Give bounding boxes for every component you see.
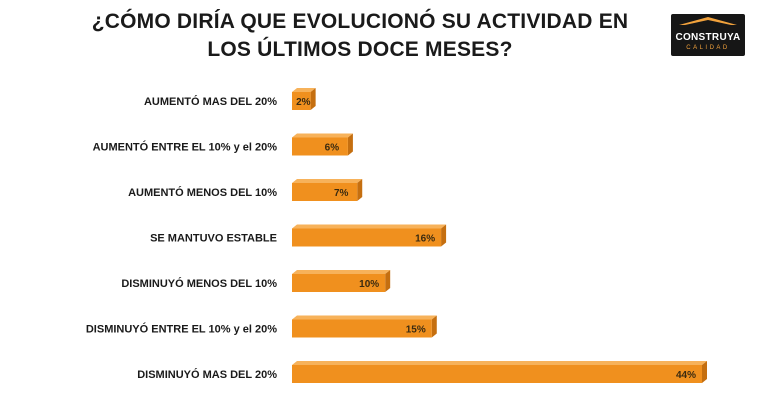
construya-logo: CONSTRUYA CALIDAD: [671, 14, 745, 56]
bar: [292, 137, 348, 156]
logo-brand: CONSTRUYA: [675, 32, 741, 43]
data-label: 2%: [296, 97, 311, 108]
data-label: 16%: [415, 234, 435, 245]
bar-side-face: [441, 224, 447, 247]
bar-top-face: [292, 133, 353, 138]
category-label: AUMENTÓ MAS DEL 20%: [144, 95, 277, 108]
bar: [292, 183, 358, 201]
logo-subtitle: CALIDAD: [686, 45, 730, 51]
category-label: AUMENTÓ MENOS DEL 10%: [128, 186, 277, 199]
bar: [292, 228, 442, 247]
bar: [292, 319, 432, 338]
category-label: AUMENTÓ ENTRE EL 10% y el 20%: [93, 141, 278, 154]
bar-top-face: [292, 88, 316, 92]
chart-title: ¿CÓMO DIRÍA QUE EVOLUCIONÓ SU ACTIVIDAD …: [60, 8, 660, 64]
chart-title-line-1: ¿CÓMO DIRÍA QUE EVOLUCIONÓ SU ACTIVIDAD …: [91, 10, 629, 33]
category-label: SE MANTUVO ESTABLE: [150, 233, 277, 245]
category-label: DISMINUYÓ MENOS DEL 10%: [121, 277, 277, 290]
bar-side-face: [702, 361, 707, 383]
bar-top-face: [292, 224, 447, 229]
bar-side-face: [310, 88, 316, 110]
roof-icon: [679, 17, 737, 25]
data-label: 15%: [406, 325, 426, 336]
bar-side-face: [385, 270, 391, 292]
data-label: 44%: [676, 370, 696, 381]
data-label: 7%: [334, 188, 349, 199]
bar-side-face: [431, 315, 437, 338]
category-label: DISMINUYÓ MAS DEL 20%: [137, 368, 277, 381]
data-label: 10%: [359, 279, 379, 290]
bar-top-face: [292, 179, 363, 183]
bar: [292, 365, 702, 383]
category-label: DISMINUYÓ ENTRE EL 10% y el 20%: [86, 323, 277, 336]
bar-side-face: [347, 133, 353, 156]
data-label: 6%: [325, 143, 340, 154]
bar-side-face: [357, 179, 363, 201]
bar: [292, 92, 311, 110]
bar-top-face: [292, 315, 437, 320]
bar: [292, 274, 386, 292]
chart-title-line-2: LOS ÚLTIMOS DOCE MESES?: [207, 38, 513, 61]
bar-top-face: [292, 361, 707, 365]
bar-top-face: [292, 270, 391, 274]
